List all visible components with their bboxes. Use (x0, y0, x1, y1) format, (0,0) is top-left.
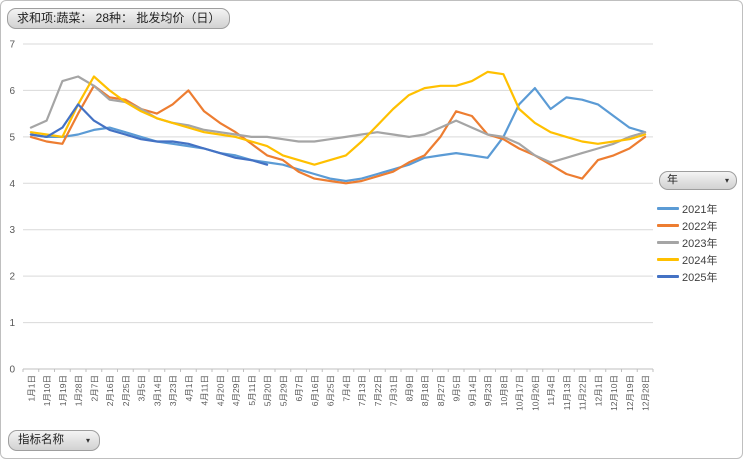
x-axis-label: 3月23日 (168, 375, 178, 406)
legend: 年 ▾ 2021年 2022年 2023年 2024年 2025年 (657, 171, 741, 285)
x-axis-label: 12月28日 (641, 375, 651, 411)
x-axis-label: 1月28日 (74, 375, 84, 406)
legend-item-2022[interactable]: 2022年 (657, 217, 741, 234)
x-axis-label: 4月20日 (215, 375, 225, 406)
x-axis-label: 2月16日 (105, 375, 115, 406)
x-axis-label: 5月20日 (263, 375, 273, 406)
x-axis-label: 2月25日 (121, 375, 131, 406)
legend-item-2025[interactable]: 2025年 (657, 268, 741, 285)
series-line-2021 (29, 86, 647, 183)
y-axis-label: 0 (9, 365, 15, 376)
year-field-button[interactable]: 年 ▾ (659, 171, 737, 190)
series-line-2023 (29, 75, 647, 164)
y-axis-label: 1 (9, 318, 15, 329)
legend-label: 2022年 (682, 220, 718, 233)
x-axis-label: 12月19日 (625, 375, 635, 411)
x-axis-label: 9月14日 (467, 375, 477, 406)
legend-item-2021[interactable]: 2021年 (657, 200, 741, 217)
x-axis-label: 1月10日 (42, 375, 52, 406)
legend-label: 2021年 (682, 203, 718, 216)
x-axis-label: 4月11日 (200, 375, 210, 406)
legend-items: 2021年 2022年 2023年 2024年 2025年 (657, 200, 741, 285)
y-axis-label: 7 (9, 40, 15, 51)
x-axis-label: 1月19日 (58, 375, 68, 406)
x-axis-label: 12月10日 (609, 375, 619, 411)
legend-line-swatch (657, 207, 679, 210)
legend-item-2023[interactable]: 2023年 (657, 234, 741, 251)
legend-line-swatch (657, 241, 679, 244)
y-axis-label: 6 (9, 86, 15, 97)
x-axis-label: 10月26日 (530, 375, 540, 411)
series-line-2024 (29, 70, 647, 166)
value-field-label: 求和项:蔬菜： 28种： 批发均价（日） (17, 11, 221, 25)
legend-item-2024[interactable]: 2024年 (657, 251, 741, 268)
x-axis-label: 7月4日 (341, 375, 351, 401)
x-axis-label: 5月11日 (247, 375, 257, 406)
x-axis-label: 5月29日 (278, 375, 288, 406)
x-axis-label: 3月5日 (137, 375, 147, 401)
legend-line-swatch (657, 275, 679, 278)
series-line-2025 (29, 103, 269, 166)
x-axis-label: 6月25日 (326, 375, 336, 406)
x-axis-label: 1月1日 (26, 375, 36, 401)
x-axis-label: 6月7日 (294, 375, 304, 401)
y-axis-label: 4 (9, 179, 15, 190)
x-axis-label: 3月14日 (152, 375, 162, 406)
y-axis-label: 5 (9, 132, 15, 143)
x-axis-label: 4月1日 (184, 375, 194, 401)
legend-line-swatch (657, 258, 679, 261)
x-axis-label: 8月27日 (436, 375, 446, 406)
x-axis-label: 8月18日 (420, 375, 430, 406)
x-axis-label: 8月9日 (404, 375, 414, 401)
year-field-label: 年 (667, 174, 678, 186)
x-axis-label: 11月13日 (562, 375, 572, 410)
x-axis-label: 7月13日 (357, 375, 367, 406)
legend-label: 2024年 (682, 254, 718, 267)
x-axis-label: 11月22日 (578, 375, 588, 410)
dropdown-arrow-icon: ▾ (724, 175, 729, 185)
x-axis-label: 7月31日 (389, 375, 399, 406)
legend-label: 2023年 (682, 237, 718, 250)
y-axis-label: 2 (9, 272, 15, 283)
y-axis-label: 3 (9, 225, 15, 236)
legend-line-swatch (657, 224, 679, 227)
dropdown-arrow-icon: ▾ (85, 435, 90, 445)
x-axis-label: 6月16日 (310, 375, 320, 406)
x-axis-label: 11月4日 (546, 375, 556, 406)
x-axis-label: 10月17日 (515, 375, 525, 411)
x-axis-label: 7月22日 (373, 375, 383, 406)
x-axis-label: 9月23日 (483, 375, 493, 406)
x-axis-label: 10月8日 (499, 375, 509, 406)
value-field-button[interactable]: 求和项:蔬菜： 28种： 批发均价（日） (7, 8, 231, 29)
x-axis-label: 12月1日 (593, 375, 603, 406)
x-axis-label: 2月7日 (89, 375, 99, 401)
legend-label: 2025年 (682, 271, 718, 284)
indicator-filter-label: 指标名称 (18, 434, 64, 446)
x-axis-label: 9月5日 (452, 375, 462, 401)
x-axis-label: 4月29日 (231, 375, 241, 406)
indicator-filter-button[interactable]: 指标名称 ▾ (8, 430, 100, 451)
